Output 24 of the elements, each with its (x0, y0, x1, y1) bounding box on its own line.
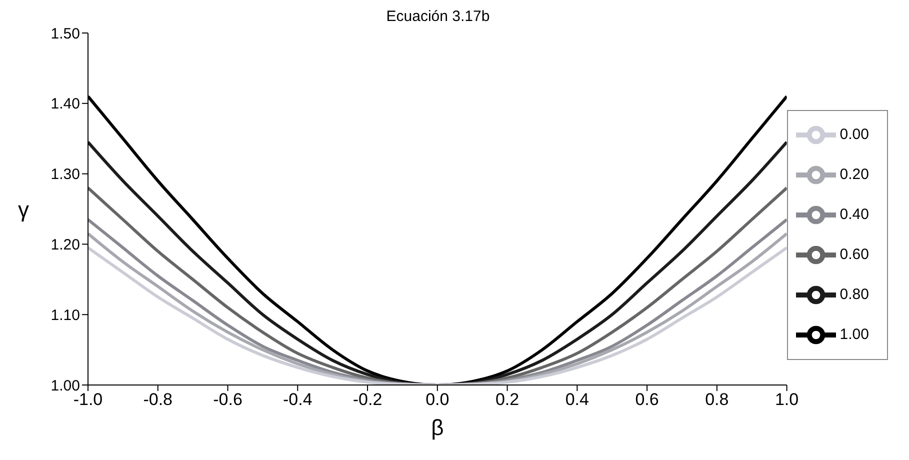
x-tick-label: -0.8 (143, 390, 173, 410)
x-axis-title: β (431, 415, 444, 440)
x-tick-label: 0.4 (565, 390, 589, 410)
x-tick-label: 1.0 (774, 390, 799, 410)
x-tick-label: 0.6 (635, 390, 659, 410)
chart-title: Ecuación 3.17b (385, 8, 491, 25)
x-tick-label: 0.8 (705, 390, 729, 410)
x-tick-label: -0.6 (213, 390, 242, 410)
legend-label: 0.00 (840, 126, 869, 143)
y-tick-label: 1.50 (50, 25, 80, 42)
y-tick-label: 1.40 (50, 96, 80, 113)
x-tick-label: -0.2 (352, 390, 382, 410)
x-tick-label: 0.0 (426, 390, 450, 410)
x-tick-label: -0.4 (282, 390, 312, 410)
legend-label: 0.20 (840, 166, 869, 183)
x-tick-label: 0.2 (495, 390, 520, 410)
y-tick-label: 1.20 (50, 236, 80, 254)
legend-label: 0.80 (840, 286, 869, 303)
y-tick-label: 1.10 (50, 306, 80, 324)
y-tick-label: 1.30 (50, 166, 80, 184)
legend-label: 1.00 (840, 326, 869, 343)
legend-label: 0.60 (840, 246, 869, 263)
legend-label: 0.40 (840, 206, 869, 223)
y-axis-title: γ (18, 196, 29, 222)
